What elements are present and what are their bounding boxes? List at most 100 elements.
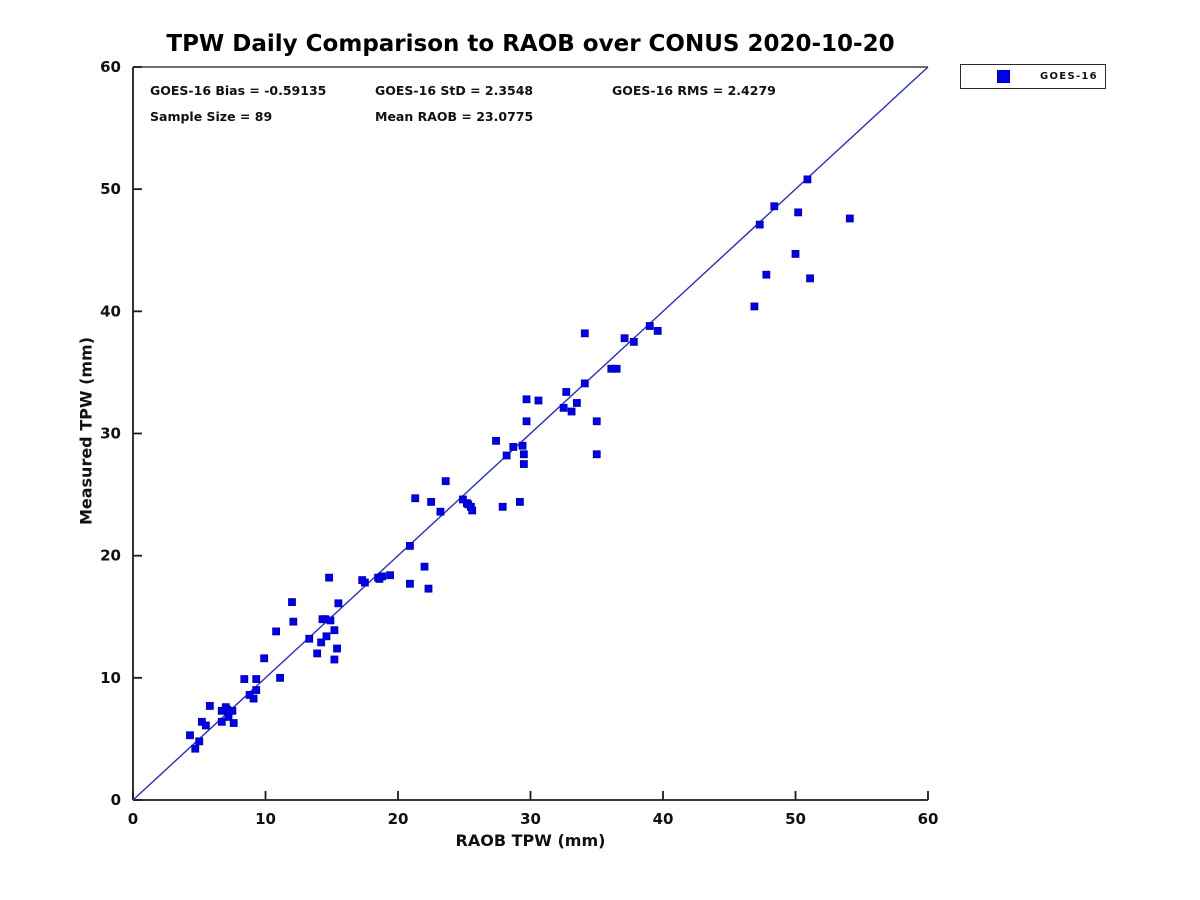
y-tick-label: 50 <box>100 180 121 198</box>
stat-std: GOES-16 StD = 2.3548 <box>375 83 534 98</box>
data-point <box>288 598 296 606</box>
data-point <box>427 498 436 506</box>
x-tick-label: 0 <box>128 810 138 828</box>
data-point <box>229 719 238 727</box>
data-point <box>378 572 387 581</box>
data-point <box>420 562 429 571</box>
data-point <box>330 626 339 635</box>
data-point <box>468 506 477 515</box>
data-point <box>272 627 281 636</box>
data-point <box>502 451 511 460</box>
data-point <box>406 541 414 550</box>
data-point <box>534 396 543 405</box>
data-point <box>191 744 200 753</box>
data-point <box>567 407 576 416</box>
data-point <box>252 686 261 694</box>
data-point <box>572 399 581 407</box>
data-point <box>559 403 568 412</box>
data-point <box>562 388 571 396</box>
data-point <box>436 507 445 516</box>
y-tick-label: 10 <box>100 669 121 687</box>
data-point <box>406 579 414 588</box>
x-tick-label: 20 <box>388 810 409 828</box>
data-point <box>240 675 249 683</box>
data-point <box>201 721 210 730</box>
data-point <box>592 450 601 459</box>
legend-marker-square-icon <box>997 70 1010 83</box>
y-tick-label: 0 <box>111 791 121 809</box>
data-point <box>313 649 322 658</box>
data-point <box>441 477 450 486</box>
data-point <box>580 329 589 338</box>
y-axis-label: Measured TPW (mm) <box>76 336 96 526</box>
data-point <box>629 337 638 346</box>
data-point <box>653 326 662 335</box>
data-point <box>195 737 204 746</box>
data-point <box>205 702 214 710</box>
x-tick-label: 50 <box>785 810 806 828</box>
data-point <box>794 208 803 217</box>
identity-line <box>132 66 929 801</box>
data-point <box>620 334 629 343</box>
data-point <box>791 250 800 258</box>
data-point <box>509 443 518 451</box>
data-point <box>750 302 759 311</box>
data-point <box>806 274 814 283</box>
data-point <box>498 502 507 511</box>
data-point <box>322 632 331 641</box>
data-point <box>252 675 261 683</box>
data-point <box>645 322 654 330</box>
data-point <box>334 599 343 608</box>
data-point <box>325 573 334 582</box>
data-point <box>612 364 621 373</box>
data-point <box>762 270 771 279</box>
legend-entry-label: GOES-16 <box>1040 71 1098 82</box>
data-point <box>492 436 500 445</box>
data-point <box>360 578 369 587</box>
data-point <box>803 175 812 184</box>
data-point <box>249 694 258 703</box>
legend: GOES-16 <box>960 64 1106 89</box>
data-point <box>845 214 854 223</box>
chart-title: TPW Daily Comparison to RAOB over CONUS … <box>166 31 895 57</box>
data-point <box>228 706 237 715</box>
data-point <box>592 417 601 426</box>
data-point <box>519 460 528 468</box>
data-point <box>333 644 341 653</box>
data-point <box>330 655 339 664</box>
data-point <box>217 717 226 726</box>
stat-sample-size: Sample Size = 89 <box>150 109 273 124</box>
data-point <box>260 654 269 663</box>
y-tick-label: 20 <box>100 547 121 565</box>
x-tick-label: 60 <box>918 810 939 828</box>
data-point <box>519 450 528 459</box>
x-tick-label: 30 <box>520 810 541 828</box>
data-point <box>289 617 298 626</box>
data-point <box>317 638 326 647</box>
y-tick-label: 30 <box>100 425 121 443</box>
x-tick-label: 40 <box>653 810 674 828</box>
data-point <box>411 494 420 503</box>
y-tick-label: 40 <box>100 302 121 320</box>
data-point <box>386 571 394 580</box>
data-point <box>424 584 433 593</box>
stat-rms: GOES-16 RMS = 2.4279 <box>612 83 776 98</box>
data-point <box>516 498 524 506</box>
stat-mean-raob: Mean RAOB = 23.0775 <box>375 109 534 124</box>
y-tick-label: 60 <box>100 58 121 76</box>
x-tick-label: 10 <box>255 810 276 828</box>
data-point <box>305 634 314 643</box>
data-point <box>580 379 589 388</box>
stat-bias: GOES-16 Bias = -0.59135 <box>150 83 327 98</box>
data-point <box>522 395 531 404</box>
data-point <box>518 441 527 450</box>
data-point <box>755 220 764 229</box>
data-point <box>224 713 233 721</box>
data-point <box>186 731 194 740</box>
data-point <box>522 417 531 426</box>
x-axis-label: RAOB TPW (mm) <box>455 831 606 850</box>
data-point <box>770 202 779 211</box>
data-point <box>326 616 335 625</box>
